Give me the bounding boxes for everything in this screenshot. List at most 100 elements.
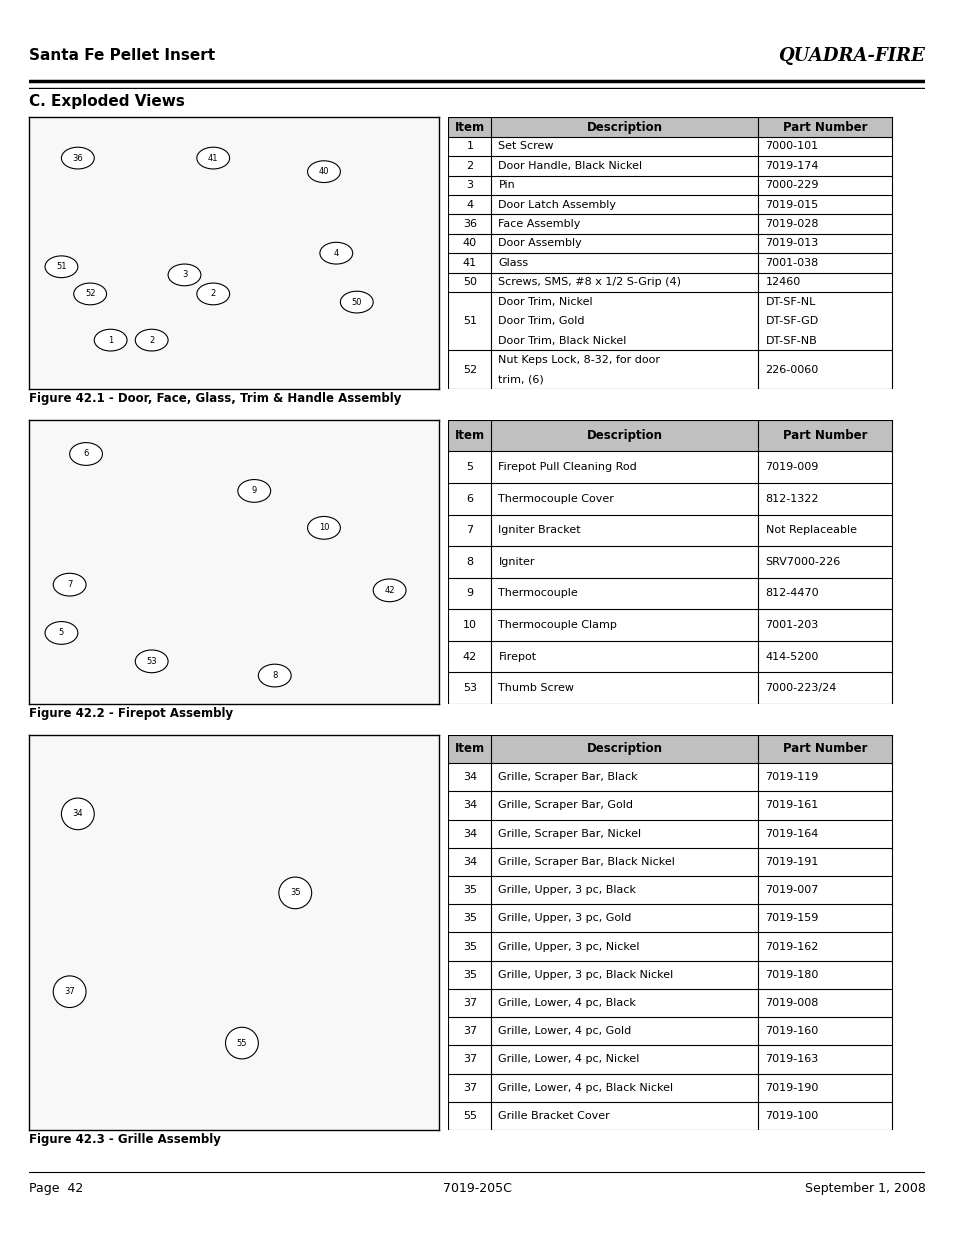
Text: 9: 9: [466, 589, 473, 599]
Text: 7019-100: 7019-100: [764, 1112, 818, 1121]
Text: 34: 34: [462, 772, 476, 782]
Text: 6: 6: [466, 494, 473, 504]
Text: Glass: Glass: [497, 258, 528, 268]
Text: 35: 35: [290, 888, 300, 898]
Text: Item: Item: [455, 430, 484, 442]
Text: 7019-180: 7019-180: [764, 969, 818, 979]
Text: 7019-191: 7019-191: [764, 857, 818, 867]
Text: Grille, Upper, 3 pc, Black: Grille, Upper, 3 pc, Black: [497, 885, 636, 895]
Circle shape: [278, 877, 312, 909]
Text: 3: 3: [182, 270, 187, 279]
Circle shape: [70, 442, 102, 466]
Text: 7019-028: 7019-028: [764, 219, 819, 228]
Text: Grille, Scraper Bar, Gold: Grille, Scraper Bar, Gold: [497, 800, 633, 810]
Text: Page  42: Page 42: [29, 1182, 83, 1195]
Text: 50: 50: [462, 278, 476, 288]
Circle shape: [307, 516, 340, 540]
Circle shape: [61, 147, 94, 169]
Text: 51: 51: [56, 262, 67, 272]
Text: 7000-101: 7000-101: [764, 142, 818, 152]
Text: 35: 35: [462, 885, 476, 895]
Text: 41: 41: [462, 258, 476, 268]
Text: 12460: 12460: [764, 278, 800, 288]
Text: 8: 8: [272, 671, 277, 680]
Circle shape: [196, 283, 230, 305]
Text: 53: 53: [462, 683, 476, 693]
Text: 5: 5: [59, 629, 64, 637]
Text: 7019-009: 7019-009: [764, 462, 818, 472]
Text: 50: 50: [351, 298, 362, 306]
Text: 10: 10: [318, 524, 329, 532]
Text: Grille, Upper, 3 pc, Nickel: Grille, Upper, 3 pc, Nickel: [497, 941, 639, 951]
Text: 34: 34: [462, 829, 476, 839]
Text: 36: 36: [72, 153, 83, 163]
Text: Part Number: Part Number: [782, 121, 866, 133]
Text: Figure 42.3 - Grille Assembly: Figure 42.3 - Grille Assembly: [29, 1134, 220, 1146]
Text: 226-0060: 226-0060: [764, 364, 818, 374]
Text: Door Assembly: Door Assembly: [497, 238, 581, 248]
Text: 7019-161: 7019-161: [764, 800, 818, 810]
Text: Grille, Lower, 4 pc, Gold: Grille, Lower, 4 pc, Gold: [497, 1026, 631, 1036]
Text: 7019-160: 7019-160: [764, 1026, 818, 1036]
Text: Door Handle, Black Nickel: Door Handle, Black Nickel: [497, 161, 642, 170]
Text: 41: 41: [208, 153, 218, 163]
Text: Part Number: Part Number: [782, 742, 866, 756]
Text: Face Assembly: Face Assembly: [497, 219, 580, 228]
Text: 414-5200: 414-5200: [764, 652, 818, 662]
Text: 37: 37: [462, 1083, 476, 1093]
Text: 55: 55: [236, 1039, 247, 1047]
Text: 812-1322: 812-1322: [764, 494, 819, 504]
Circle shape: [94, 330, 127, 351]
Text: 37: 37: [462, 1026, 476, 1036]
Text: 5: 5: [466, 462, 473, 472]
Text: 7: 7: [466, 525, 473, 535]
Text: 8: 8: [466, 557, 473, 567]
Text: C. Exploded Views: C. Exploded Views: [29, 94, 184, 109]
Circle shape: [319, 242, 353, 264]
Text: DT-SF-NB: DT-SF-NB: [764, 336, 817, 346]
Text: Grille, Lower, 4 pc, Nickel: Grille, Lower, 4 pc, Nickel: [497, 1055, 639, 1065]
Text: Firepot: Firepot: [497, 652, 536, 662]
Text: Grille, Lower, 4 pc, Black: Grille, Lower, 4 pc, Black: [497, 998, 636, 1008]
Text: 2: 2: [149, 336, 154, 345]
Text: 7019-119: 7019-119: [764, 772, 818, 782]
Text: 1: 1: [466, 142, 473, 152]
Text: 35: 35: [462, 969, 476, 979]
Text: Set Screw: Set Screw: [497, 142, 554, 152]
Text: 2: 2: [211, 289, 215, 299]
Text: QUADRA-FIRE: QUADRA-FIRE: [778, 47, 924, 64]
Text: 7019-013: 7019-013: [764, 238, 818, 248]
Circle shape: [45, 256, 78, 278]
Bar: [448, 117, 891, 137]
Text: 40: 40: [462, 238, 476, 248]
Text: Description: Description: [586, 430, 662, 442]
Circle shape: [135, 330, 168, 351]
Text: 42: 42: [384, 585, 395, 595]
Bar: [448, 420, 891, 452]
Text: Pin: Pin: [497, 180, 515, 190]
Circle shape: [53, 573, 86, 597]
Circle shape: [373, 579, 406, 601]
Text: 7019-163: 7019-163: [764, 1055, 818, 1065]
Text: Grille, Scraper Bar, Black: Grille, Scraper Bar, Black: [497, 772, 638, 782]
Text: 7001-203: 7001-203: [764, 620, 818, 630]
Text: 34: 34: [462, 800, 476, 810]
Text: Figure 42.1 - Door, Face, Glass, Trim & Handle Assembly: Figure 42.1 - Door, Face, Glass, Trim & …: [29, 393, 400, 405]
Circle shape: [225, 1028, 258, 1058]
Text: 37: 37: [64, 987, 75, 997]
Text: 7019-205C: 7019-205C: [442, 1182, 511, 1195]
Text: Grille, Upper, 3 pc, Black Nickel: Grille, Upper, 3 pc, Black Nickel: [497, 969, 673, 979]
Circle shape: [53, 976, 86, 1008]
Text: 55: 55: [462, 1112, 476, 1121]
Text: September 1, 2008: September 1, 2008: [803, 1182, 924, 1195]
Text: 3: 3: [466, 180, 473, 190]
Circle shape: [237, 479, 271, 503]
Text: DT-SF-NL: DT-SF-NL: [764, 296, 815, 306]
Text: 2: 2: [466, 161, 473, 170]
Text: Grille, Scraper Bar, Nickel: Grille, Scraper Bar, Nickel: [497, 829, 641, 839]
Text: Description: Description: [586, 742, 662, 756]
Text: 4: 4: [466, 200, 473, 210]
Text: Thermocouple: Thermocouple: [497, 589, 578, 599]
Text: Grille Bracket Cover: Grille Bracket Cover: [497, 1112, 610, 1121]
Text: 7019-015: 7019-015: [764, 200, 818, 210]
